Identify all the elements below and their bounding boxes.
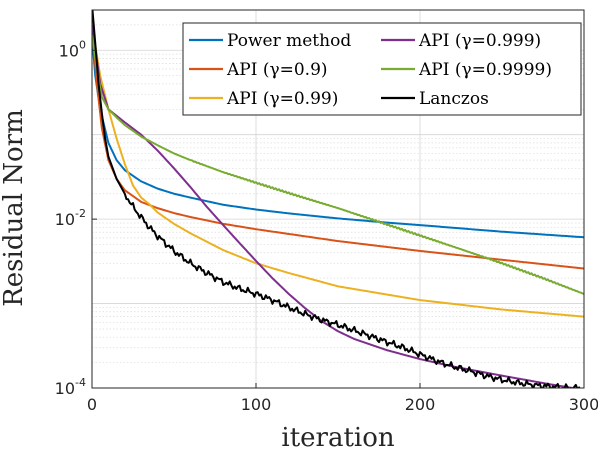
x-tick-label: 0	[87, 395, 97, 414]
x-tick-label: 200	[405, 395, 436, 414]
legend-label: Lanczos	[419, 89, 489, 109]
x-tick-label: 100	[241, 395, 272, 414]
series-line-4	[92, 24, 579, 388]
series-line-5	[92, 35, 584, 295]
legend-label: Power method	[227, 31, 351, 51]
x-axis-title: iteration	[281, 423, 394, 453]
y-tick-label: 10-2	[55, 207, 86, 229]
series-line-1	[92, 35, 584, 239]
series-line-3	[92, 24, 584, 318]
tick-labels: 0 100 200 300 100 10-2 10-4	[55, 38, 598, 414]
legend-label: API (γ=0.999)	[418, 31, 541, 51]
y-axis-title: Residual Norm	[0, 109, 29, 307]
y-tick-label: 100	[59, 38, 86, 60]
series-line-2	[92, 24, 584, 270]
x-tick-label: 300	[569, 395, 598, 414]
plot-area	[92, 10, 584, 388]
axes-box	[91, 9, 585, 389]
legend: Power method API (γ=0.999) API (γ=0.9) API …	[182, 22, 582, 116]
legend-label: API (γ=0.9999)	[418, 60, 552, 80]
y-tick-label: 10-4	[55, 376, 86, 398]
axes	[91, 9, 585, 389]
legend-label: API (γ=0.99)	[226, 89, 338, 109]
legend-label: API (γ=0.9)	[226, 60, 328, 80]
series-line-6	[92, 10, 584, 388]
